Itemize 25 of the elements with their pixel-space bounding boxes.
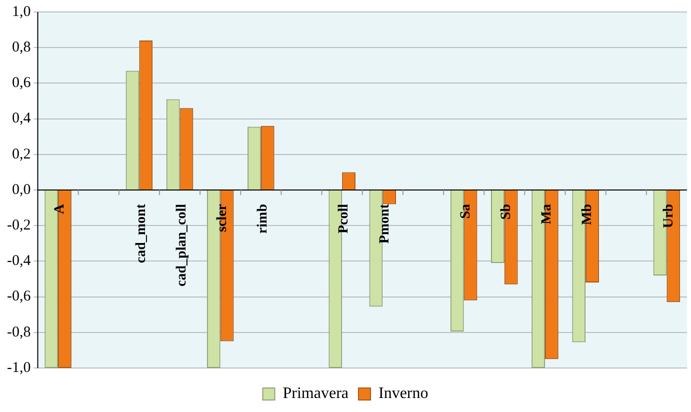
x-tick-label: scler xyxy=(214,204,230,232)
y-tick-label: -0,8 xyxy=(6,324,31,340)
x-tick-label: Sb xyxy=(499,204,514,220)
y-tick-label: 0,4 xyxy=(12,110,32,127)
x-tick-label: A xyxy=(52,203,68,214)
y-tick-label: 1,0 xyxy=(12,4,31,20)
y-tick-label: -0,4 xyxy=(6,253,32,270)
y-tick-label: 0,8 xyxy=(12,40,31,56)
x-tick-label: Mb xyxy=(580,204,596,225)
y-tick-label: 0,0 xyxy=(12,182,31,198)
y-tick-label: 0,2 xyxy=(12,146,31,162)
x-tick-label: rimb xyxy=(256,204,271,234)
x-tick-label: cad_mont xyxy=(134,204,149,264)
x-tick-label: Ma xyxy=(540,204,555,224)
x-tick-label: Urb xyxy=(661,204,676,228)
y-tick-label: -0,6 xyxy=(6,288,32,305)
x-tick-label: Sa xyxy=(458,204,474,219)
legend-label: Primavera xyxy=(282,385,348,402)
x-tick-label: cad_plan_coll xyxy=(174,204,190,286)
x-tick-label: Pmont xyxy=(377,204,392,244)
y-tick-label: -1,0 xyxy=(6,360,31,376)
y-tick-label: -0,2 xyxy=(6,218,31,234)
legend-label: Inverno xyxy=(378,385,428,402)
x-tick-label: Pcoll xyxy=(336,204,352,234)
y-tick-label: 0,6 xyxy=(12,75,32,92)
